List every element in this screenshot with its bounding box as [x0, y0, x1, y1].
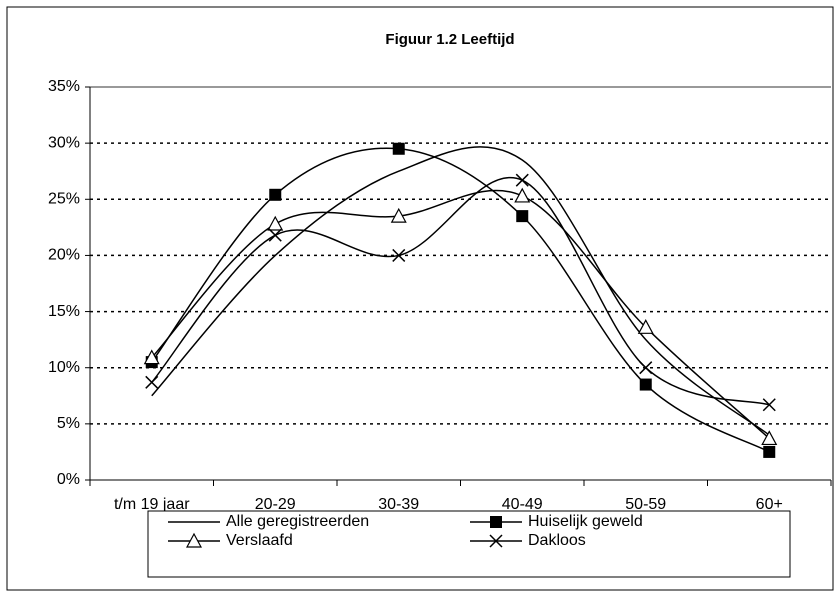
x-tick-label: 30-39 — [378, 496, 419, 513]
marker-triangle — [390, 207, 407, 223]
legend-label: Huiselijk geweld — [528, 513, 643, 530]
y-tick-label: 30% — [48, 134, 80, 151]
y-tick-label: 0% — [57, 471, 80, 488]
marker-triangle — [267, 215, 284, 231]
marker-cross — [268, 228, 282, 242]
marker-cross — [515, 173, 529, 187]
series-line — [151, 189, 770, 440]
x-tick-label: t/m 19 jaar — [114, 496, 190, 513]
marker-square — [269, 188, 282, 201]
y-tick-label: 25% — [48, 191, 80, 208]
legend-box — [147, 510, 791, 578]
marker-cross — [392, 248, 406, 262]
marker-square — [639, 378, 652, 391]
marker-triangle — [637, 319, 654, 334]
series-line — [151, 147, 770, 453]
marker-triangle — [143, 349, 160, 365]
legend-label: Alle geregistreerden — [226, 513, 369, 530]
legend-label: Verslaafd — [226, 532, 293, 549]
marker-triangle — [761, 430, 778, 446]
marker-triangle — [514, 187, 531, 203]
legend-label: Dakloos — [528, 532, 586, 549]
chart-frame — [6, 6, 834, 591]
y-tick-label: 10% — [48, 359, 80, 376]
y-tick-label: 5% — [57, 415, 80, 432]
marker-square — [490, 516, 502, 528]
y-tick-label: 15% — [48, 303, 80, 320]
marker-triangle — [185, 532, 203, 548]
x-tick-label: 60+ — [756, 496, 783, 513]
marker-cross — [639, 361, 653, 375]
marker-square — [763, 445, 776, 458]
marker-square — [516, 210, 529, 223]
series-line — [151, 146, 770, 436]
x-tick-label: 40-49 — [502, 496, 543, 513]
y-tick-label: 35% — [48, 78, 80, 95]
chart-title: Figuur 1.2 Leeftijd — [385, 31, 514, 48]
x-tick-label: 20-29 — [255, 496, 296, 513]
x-tick-label: 50-59 — [625, 496, 666, 513]
y-tick-label: 20% — [48, 247, 80, 264]
marker-cross — [762, 398, 776, 412]
marker-cross — [145, 375, 159, 389]
marker-square — [392, 142, 405, 155]
marker-cross — [489, 534, 503, 548]
